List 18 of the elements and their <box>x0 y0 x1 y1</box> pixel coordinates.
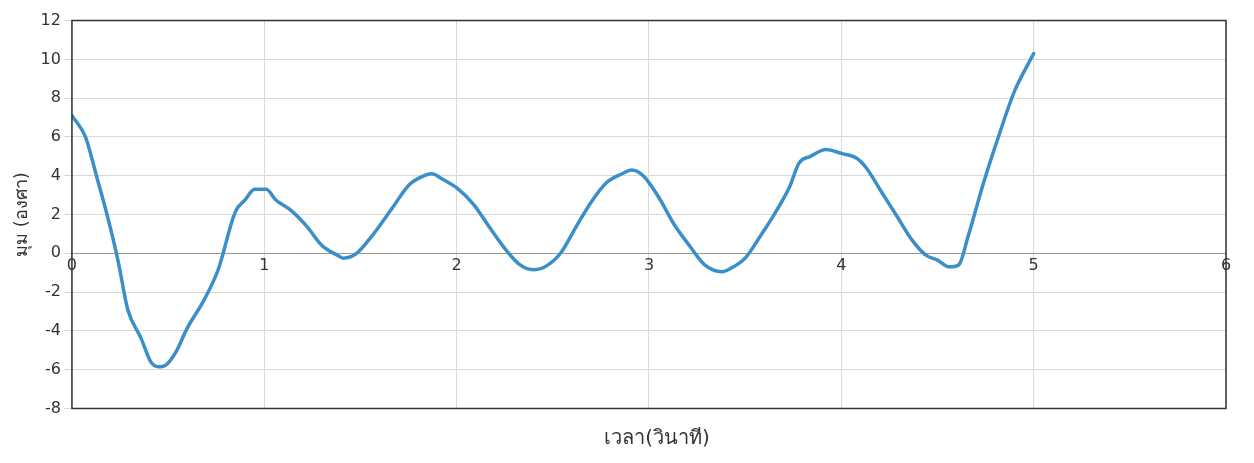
y-tick-label: 2 <box>50 203 61 223</box>
y-tick-label: -4 <box>45 320 61 339</box>
x-tick-label: 2 <box>451 255 462 275</box>
y-axis-title: มุม (องศา) <box>10 172 33 257</box>
y-tick-label: 4 <box>50 164 61 184</box>
x-tick-label: 1 <box>259 255 270 275</box>
y-tick-label: -8 <box>45 397 61 417</box>
y-tick-label: -6 <box>45 358 61 378</box>
x-tick-label: 3 <box>643 255 655 275</box>
x-axis-title: เวลา(วินาที) <box>603 424 711 451</box>
y-tick-label: 12 <box>40 9 61 29</box>
y-tick-label: -2 <box>45 281 61 301</box>
y-tick-label: 8 <box>50 87 61 107</box>
y-tick-label: 6 <box>50 126 61 146</box>
x-tick-label: 4 <box>836 255 847 275</box>
y-tick-label: 10 <box>40 48 61 68</box>
x-tick-label: 5 <box>1028 255 1039 275</box>
y-tick-label: 0 <box>50 242 61 262</box>
